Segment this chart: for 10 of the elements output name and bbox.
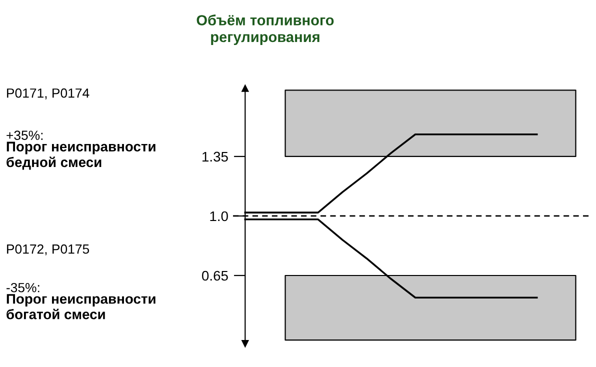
chart-title: Объём топливного регулирования xyxy=(196,14,334,46)
y-tick-label: 1.0 xyxy=(210,211,228,222)
y-tick-label: 0.65 xyxy=(202,270,228,281)
text: -35%: xyxy=(6,282,40,292)
text: Порог неисправности богатой смеси xyxy=(6,294,156,320)
text: Порог неисправности бедной смеси xyxy=(6,142,156,170)
text: P0171, P0174 xyxy=(7,88,90,100)
y-tick-label: 1.35 xyxy=(202,152,228,162)
text: +35%: xyxy=(6,130,43,140)
text: P0172, P0175 xyxy=(7,244,90,256)
